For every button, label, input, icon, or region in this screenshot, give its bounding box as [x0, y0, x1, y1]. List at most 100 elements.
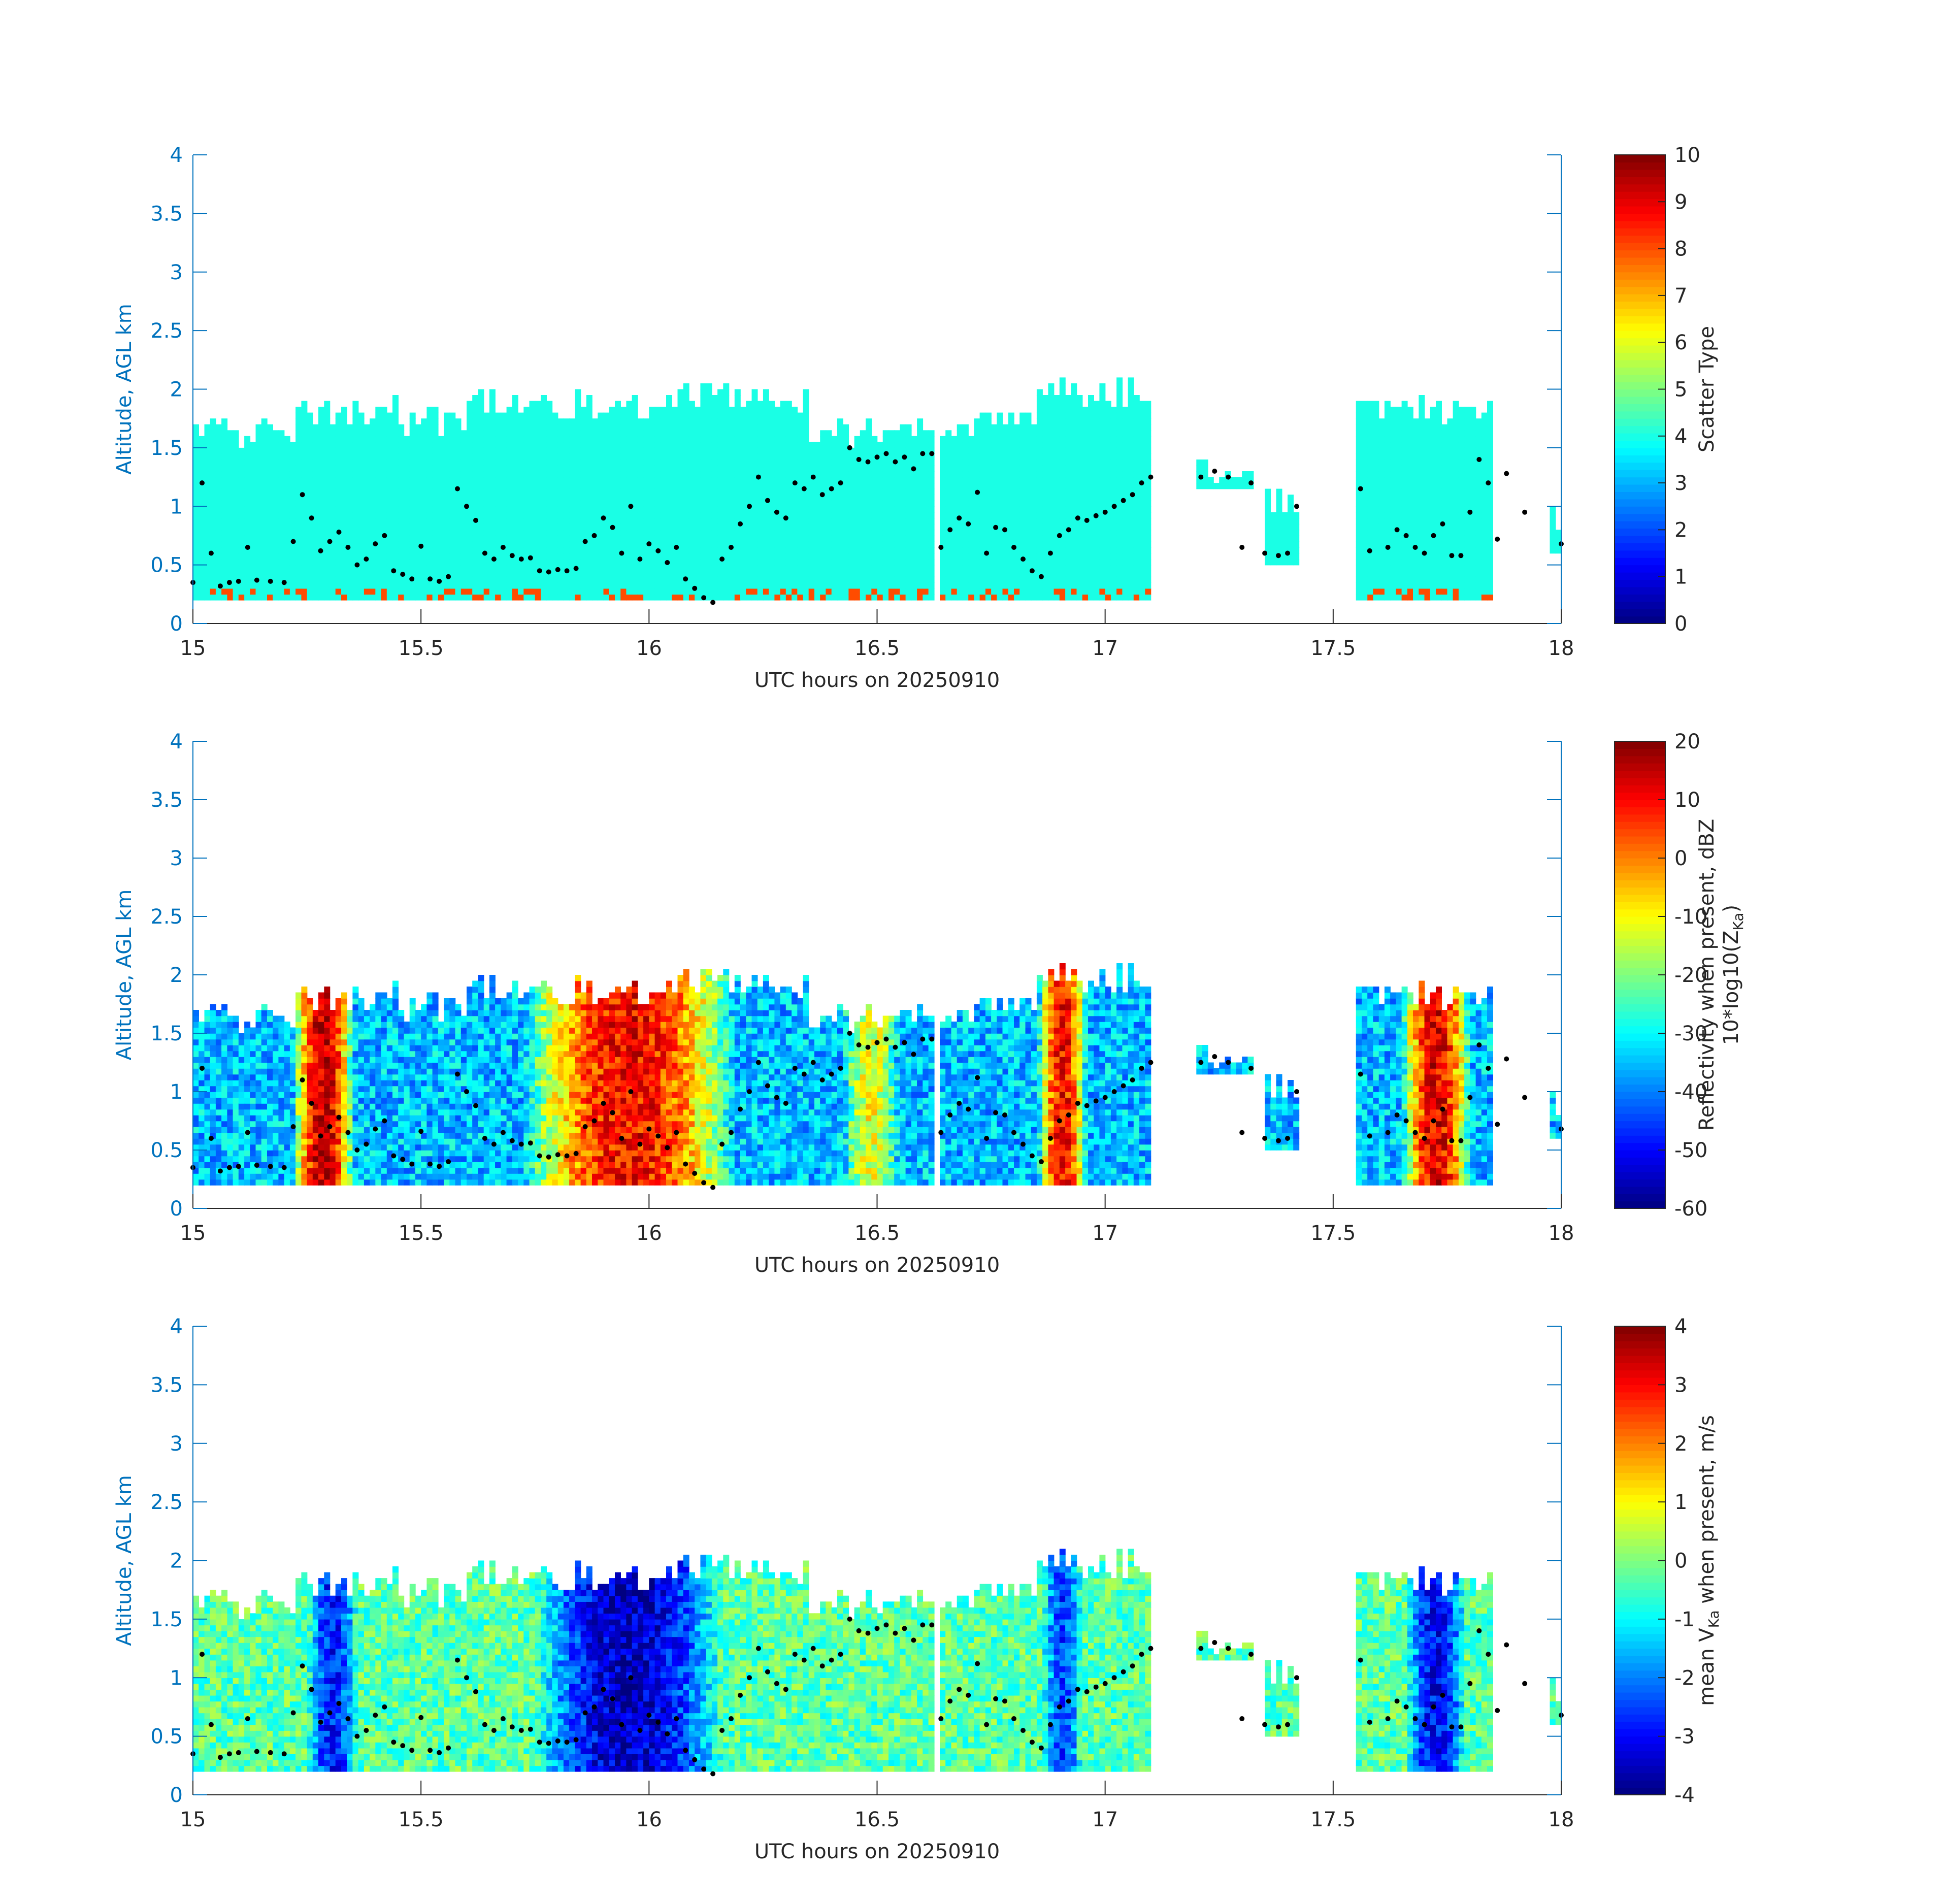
heatmap-cell: [523, 506, 530, 513]
heatmap-cell: [1014, 436, 1020, 443]
heatmap-cell: [848, 506, 855, 513]
heatmap-cell: [677, 495, 684, 501]
heatmap-cell: [831, 442, 838, 448]
heatmap-cell: [1071, 582, 1077, 589]
heatmap-cell: [854, 571, 861, 577]
heatmap-cell: [814, 582, 820, 589]
heatmap-cell: [1088, 582, 1094, 589]
heatmap-cell: [478, 565, 484, 571]
heatmap-cell: [751, 523, 758, 531]
heatmap-cell: [489, 430, 496, 437]
heatmap-cell: [683, 471, 689, 478]
heatmap-cell: [837, 523, 843, 531]
heatmap-cell: [660, 453, 667, 460]
heatmap-cell: [261, 547, 268, 554]
heatmap-cell: [318, 530, 324, 536]
heatmap-cell: [991, 535, 998, 542]
heatmap-cell: [358, 465, 365, 472]
heatmap-cell: [780, 588, 786, 595]
heatmap-cell: [370, 594, 376, 601]
heatmap-cell: [261, 465, 268, 472]
heatmap-cell: [957, 588, 963, 595]
heatmap-cell: [506, 407, 513, 413]
heatmap-cell: [615, 565, 621, 571]
heatmap-cell: [974, 582, 980, 589]
heatmap-cell: [546, 436, 553, 443]
heatmap-cell: [199, 594, 205, 601]
heatmap-cell: [250, 488, 256, 495]
heatmap-cell: [398, 442, 405, 448]
heatmap-cell: [255, 488, 262, 495]
heatmap-cell: [660, 571, 667, 577]
heatmap-cell: [700, 518, 707, 524]
heatmap-cell: [968, 483, 975, 489]
heatmap-cell: [261, 477, 268, 483]
heatmap-cell: [785, 530, 792, 536]
heatmap-cell: [1076, 594, 1083, 601]
heatmap-cell: [928, 559, 935, 566]
heatmap-cell: [723, 471, 730, 478]
heatmap-cell: [352, 453, 359, 460]
heatmap-cell: [358, 459, 365, 466]
heatmap-cell: [375, 582, 382, 589]
heatmap-cell: [472, 571, 479, 577]
heatmap-cell: [546, 559, 553, 566]
heatmap-cell: [797, 541, 804, 548]
heatmap-cell: [483, 465, 490, 472]
heatmap-cell: [723, 535, 730, 542]
heatmap-cell: [632, 576, 638, 583]
heatmap-cell: [683, 495, 689, 501]
heatmap-cell: [1019, 518, 1026, 524]
heatmap-cell: [512, 518, 518, 524]
heatmap-cell: [301, 523, 308, 531]
heatmap-cell: [711, 559, 718, 566]
heatmap-cell: [1036, 571, 1043, 577]
heatmap-cell: [643, 477, 650, 483]
heatmap-cell: [370, 582, 376, 589]
heatmap-cell: [683, 594, 689, 601]
heatmap-cell: [603, 430, 610, 437]
heatmap-cell: [341, 582, 347, 589]
heatmap-cell: [421, 442, 427, 448]
heatmap-cell: [580, 488, 587, 495]
heatmap-cell: [928, 547, 935, 554]
heatmap-cell: [426, 471, 433, 478]
heatmap-cell: [1059, 506, 1066, 513]
heatmap-cell: [723, 506, 730, 513]
heatmap-cell: [774, 559, 781, 566]
heatmap-cell: [814, 518, 820, 524]
heatmap-cell: [711, 530, 718, 536]
heatmap-cell: [586, 459, 593, 466]
heatmap-cell: [968, 471, 975, 478]
heatmap-cell: [426, 495, 433, 501]
heatmap-cell: [951, 506, 958, 513]
heatmap-cell: [204, 424, 211, 431]
heatmap-cell: [586, 547, 593, 554]
heatmap-cell: [905, 547, 912, 554]
heatmap-cell: [341, 412, 347, 419]
heatmap-cell: [751, 459, 758, 466]
heatmap-cell: [1076, 488, 1083, 495]
heatmap-cell: [797, 506, 804, 513]
heatmap-cell: [244, 594, 251, 601]
heatmap-cell: [1031, 588, 1037, 595]
heatmap-cell: [273, 518, 279, 524]
heatmap-cell: [432, 424, 439, 431]
heatmap-cell: [312, 430, 319, 437]
heatmap-cell: [215, 436, 222, 443]
heatmap-cell: [672, 471, 678, 478]
heatmap-cell: [877, 488, 883, 495]
heatmap-cell: [723, 465, 730, 472]
heatmap-cell: [221, 424, 228, 431]
heatmap-cell: [905, 535, 912, 542]
heatmap-cell: [552, 582, 558, 589]
heatmap-cell: [711, 488, 718, 495]
heatmap-cell: [997, 465, 1003, 472]
heatmap-cell: [695, 500, 701, 507]
heatmap-cell: [563, 500, 570, 507]
heatmap-cell: [575, 436, 581, 443]
heatmap-cell: [472, 512, 479, 519]
heatmap-cell: [1071, 518, 1077, 524]
heatmap-cell: [757, 424, 764, 431]
heatmap-cell: [654, 506, 661, 513]
